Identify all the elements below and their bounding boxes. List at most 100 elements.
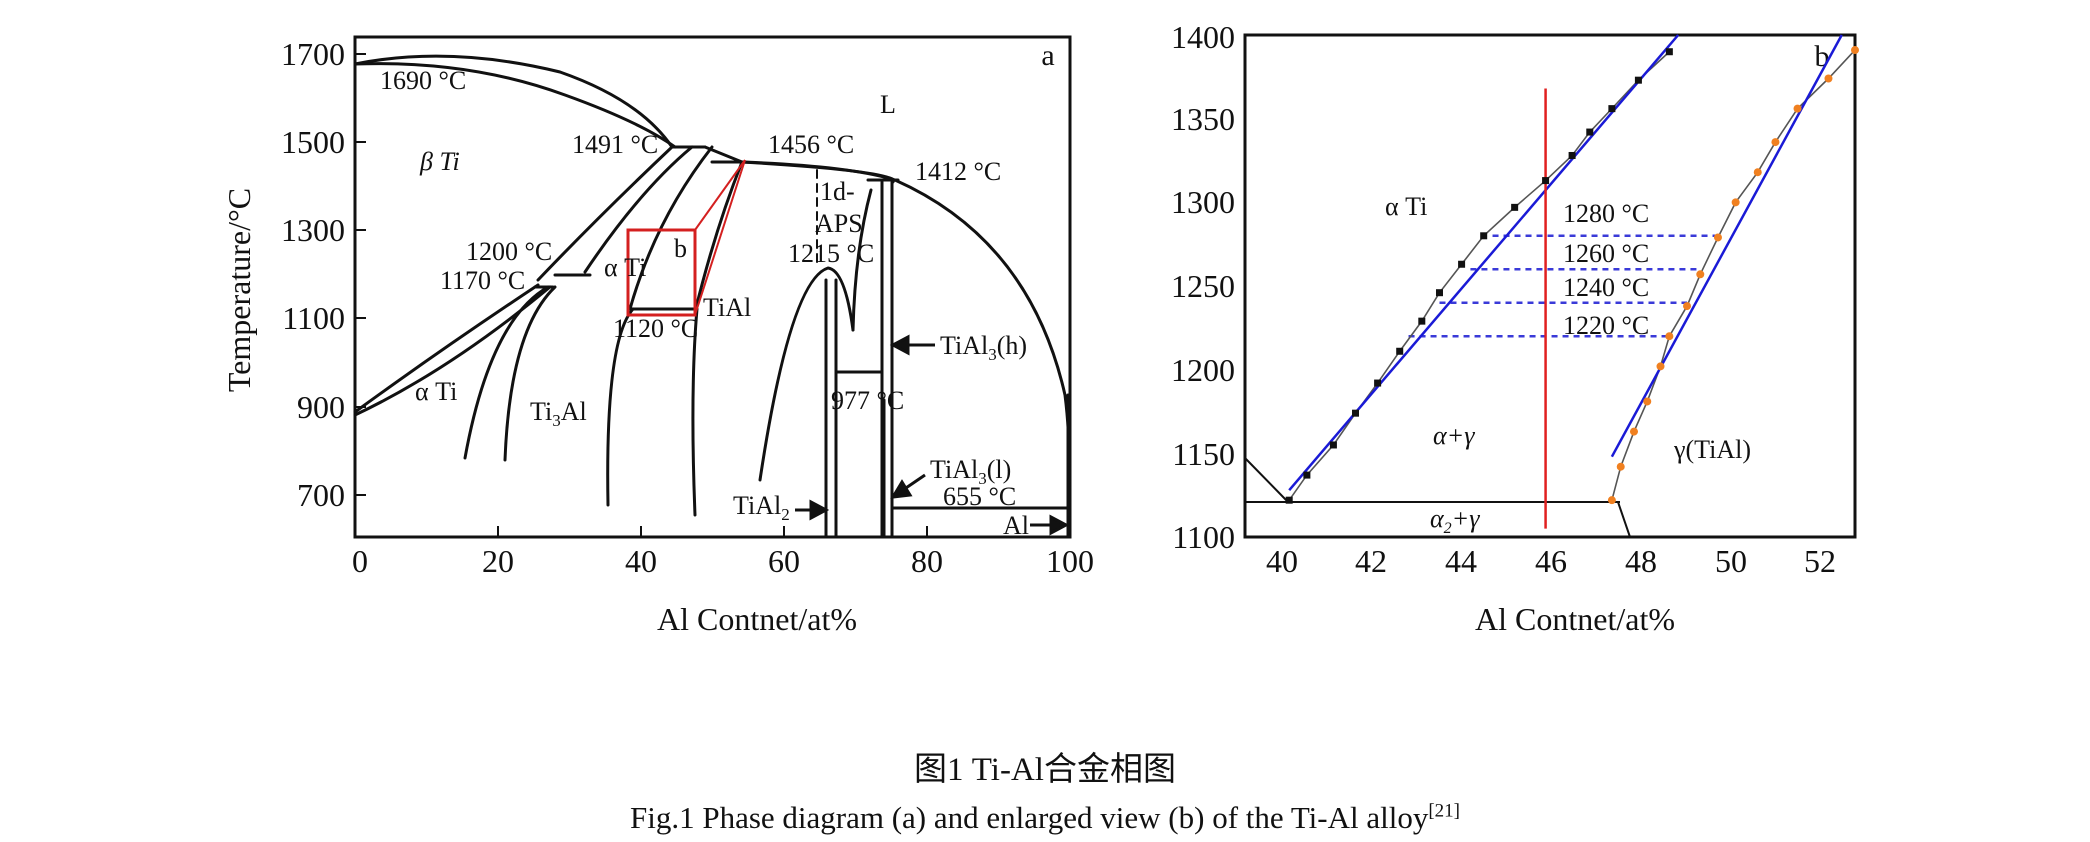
alpha-tial-right (693, 160, 744, 314)
panel-b-ytick-label: 1100 (1172, 519, 1235, 555)
data-point-alpha (1480, 232, 1488, 240)
data-point-alpha (1285, 496, 1293, 504)
tial3l-post: (l) (987, 455, 1012, 484)
data-point-alpha (1458, 260, 1466, 268)
data-point-gamma (1643, 397, 1652, 406)
temp-label: 1412 °C (915, 157, 1001, 186)
tial2-sub: 2 (781, 505, 790, 524)
data-point-alpha (1374, 379, 1382, 387)
phase-label-alpha-mid: α Ti (604, 253, 646, 282)
panel-a-arrows (795, 334, 1070, 536)
tial2-dome (758, 266, 855, 482)
data-point-alpha (1608, 105, 1616, 113)
left-boundary-corner (1244, 457, 1289, 503)
panel-b-xtick-label: 50 (1715, 543, 1747, 579)
highlight-box (626, 228, 697, 317)
data-point-gamma (1851, 46, 1859, 55)
panel-a-phase-boundaries (353, 54, 1071, 539)
data-point-alpha (1568, 151, 1576, 159)
phase-label-tial2: TiAl2 (733, 491, 790, 524)
temp-label: 1200 °C (466, 237, 552, 266)
alpha2-pre: α (1430, 504, 1445, 533)
liquidus-beta (353, 54, 674, 149)
temp-label: 1170 °C (440, 266, 525, 295)
isotherm-label: 1260 °C (1563, 239, 1649, 268)
ti3al-post: Al (561, 397, 587, 426)
phase-label-alpha: α Ti (1385, 192, 1427, 221)
data-point-alpha (1329, 441, 1337, 449)
panel-b-static-lines (1244, 457, 1631, 538)
tial3l-pre: TiAl (930, 455, 978, 484)
panel-b-xtick-label: 52 (1804, 543, 1836, 579)
panel-a-ytick-label: 1700 (281, 36, 345, 72)
panel-a-xtick-label: 60 (768, 543, 800, 579)
panel-a-highlight (626, 159, 746, 317)
ti3al-left (463, 285, 550, 460)
isotherm-label: 1220 °C (1563, 311, 1649, 340)
data-point-alpha (1665, 48, 1673, 56)
data-point-gamma (1656, 362, 1665, 371)
panel-b-ytick-label: 1400 (1171, 19, 1235, 55)
panel-b: 40 42 44 46 48 50 52 1100 1150 1200 1250… (1171, 19, 1859, 637)
panel-b-label: b (1815, 40, 1830, 73)
temp-label: 1215 °C (788, 239, 874, 268)
temp-label: 1120 °C (613, 314, 698, 343)
arrow-tial2-head (809, 499, 830, 521)
phase-label-alpha-gamma: α+γ (1433, 421, 1475, 450)
phase-label-ti3al: Ti3Al (530, 397, 587, 430)
panel-b-x-axis-title: Al Contnet/at% (1475, 601, 1675, 637)
beta-alpha-transus-right (583, 145, 694, 274)
arrow-al-head (1049, 514, 1070, 536)
panel-b-frame (1243, 33, 1857, 539)
caption-english-text: Fig.1 Phase diagram (a) and enlarged vie… (629, 800, 1429, 835)
phase-label-beta: β Ti (419, 147, 460, 176)
arrow-tial3l-head (890, 479, 913, 499)
panel-a-xtick-label: 100 (1046, 543, 1094, 579)
panel-b-xtick-label: 40 (1266, 543, 1298, 579)
data-point-alpha (1418, 317, 1426, 325)
data-point-gamma (1824, 74, 1833, 83)
phase-label-box-b: b (674, 234, 687, 263)
panel-b-xtick-label: 42 (1355, 543, 1387, 579)
panel-b-ytick-labels: 1100 1150 1200 1250 1300 1350 1400 (1171, 19, 1235, 555)
data-point-alpha (1634, 76, 1642, 84)
data-point-alpha (1396, 347, 1404, 355)
solidus-beta (353, 62, 677, 149)
liquidus-main (740, 160, 897, 182)
phase-label-alpha-low: α Ti (415, 377, 457, 406)
caption-chinese: 图1 Ti-Al合金相图 (914, 752, 1176, 788)
panel-a-xtick-label: 20 (482, 543, 514, 579)
ti3al-tial-left (606, 307, 635, 507)
panel-b-ytick-label: 1200 (1171, 352, 1235, 388)
panel-b-xtick-label: 44 (1445, 543, 1477, 579)
phase-label-tial3-h: TiAl3(h) (940, 331, 1027, 364)
isotherm-label: 1280 °C (1563, 199, 1649, 228)
tial3l-sub: 3 (978, 469, 987, 488)
panel-b-ytick-label: 1350 (1171, 101, 1235, 137)
phase-label-liquid: L (880, 90, 896, 119)
panel-a-xtick-label: 80 (911, 543, 943, 579)
temp-label: 1456 °C (768, 130, 854, 159)
panel-b-ytick-label: 1250 (1171, 268, 1235, 304)
tial3h-pre: TiAl (940, 331, 988, 360)
panel-a-xtick-label: 0 (352, 543, 368, 579)
data-point-gamma (1629, 427, 1638, 436)
phase-label-aps-2: APS (815, 209, 863, 238)
panel-a-temperature-labels: 1690 °C 1491 °C 1456 °C 1412 °C 1200 °C … (380, 66, 1016, 511)
panel-a-ytick-label: 1500 (281, 124, 345, 160)
panel-a-xtick-labels: 0 20 40 60 80 100 (352, 543, 1094, 579)
panel-a-xtick-label: 40 (625, 543, 657, 579)
data-point-gamma (1696, 270, 1705, 279)
panel-a-ytick-label: 700 (297, 477, 345, 513)
panel-a-ytick-label: 1300 (281, 212, 345, 248)
panel-a-ytick-label: 900 (297, 389, 345, 425)
phase-label-gamma: γ(TiAl) (1673, 435, 1751, 464)
alpha-tial-left (628, 145, 714, 311)
tial3-left (851, 188, 873, 332)
data-point-gamma (1753, 168, 1762, 177)
panel-b-phase-labels: α Ti α+γ α2+γ γ(TiAl) (1385, 192, 1751, 537)
data-point-gamma (1713, 233, 1722, 242)
arrow-tial3h-head (889, 334, 910, 356)
ti3al-pre: Ti (530, 397, 552, 426)
data-point-alpha (1303, 471, 1311, 479)
